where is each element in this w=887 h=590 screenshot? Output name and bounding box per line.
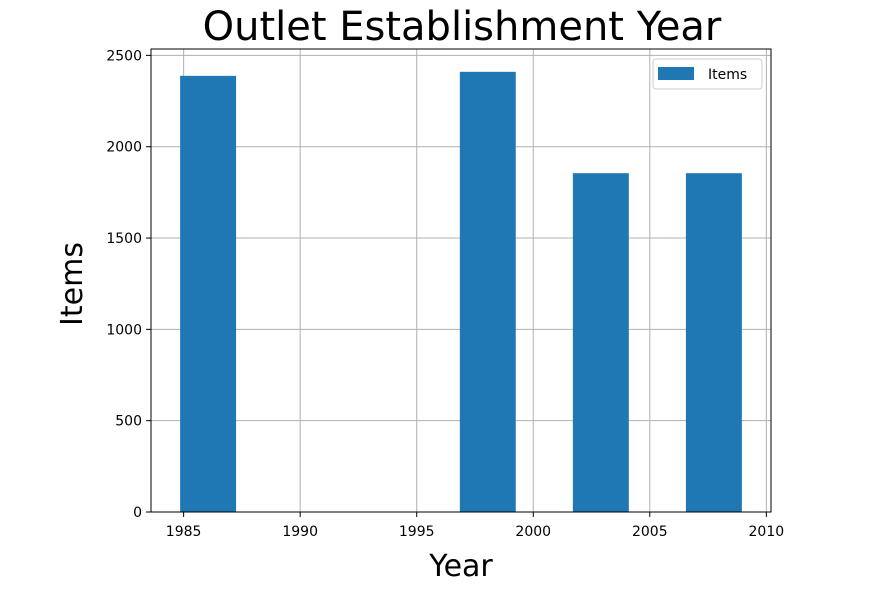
y-axis-ticks: 0 500 1000 1500 2000 2500 <box>106 48 151 521</box>
bar <box>180 75 237 513</box>
x-tick-label: 2000 <box>515 524 551 540</box>
y-tick-label: 2000 <box>106 140 142 156</box>
x-tick-label: 2005 <box>632 524 668 540</box>
plot-frame <box>150 48 772 513</box>
y-tick-label: 500 <box>115 414 142 430</box>
x-axis-ticks: 1985 1990 1995 2000 2005 2010 <box>166 512 784 540</box>
x-axis-label: Year <box>428 549 493 584</box>
bar <box>459 71 516 512</box>
legend-box <box>652 58 763 90</box>
y-tick-label: 1000 <box>106 322 142 338</box>
bar <box>685 173 742 512</box>
legend: Items <box>652 58 763 90</box>
bar <box>572 173 629 512</box>
legend-label-items: Items <box>708 67 747 83</box>
y-axis-label: Items <box>55 242 90 326</box>
chart-title: Outlet Establishment Year <box>203 4 722 50</box>
x-tick-label: 1995 <box>399 524 435 540</box>
bars <box>180 71 742 513</box>
x-tick-label: 2010 <box>749 524 785 540</box>
y-tick-label: 2500 <box>106 48 142 64</box>
x-tick-label: 1990 <box>282 524 318 540</box>
y-tick-label: 0 <box>133 505 142 521</box>
y-tick-label: 1500 <box>106 231 142 247</box>
legend-swatch-items <box>658 67 694 80</box>
x-tick-label: 1985 <box>166 524 202 540</box>
